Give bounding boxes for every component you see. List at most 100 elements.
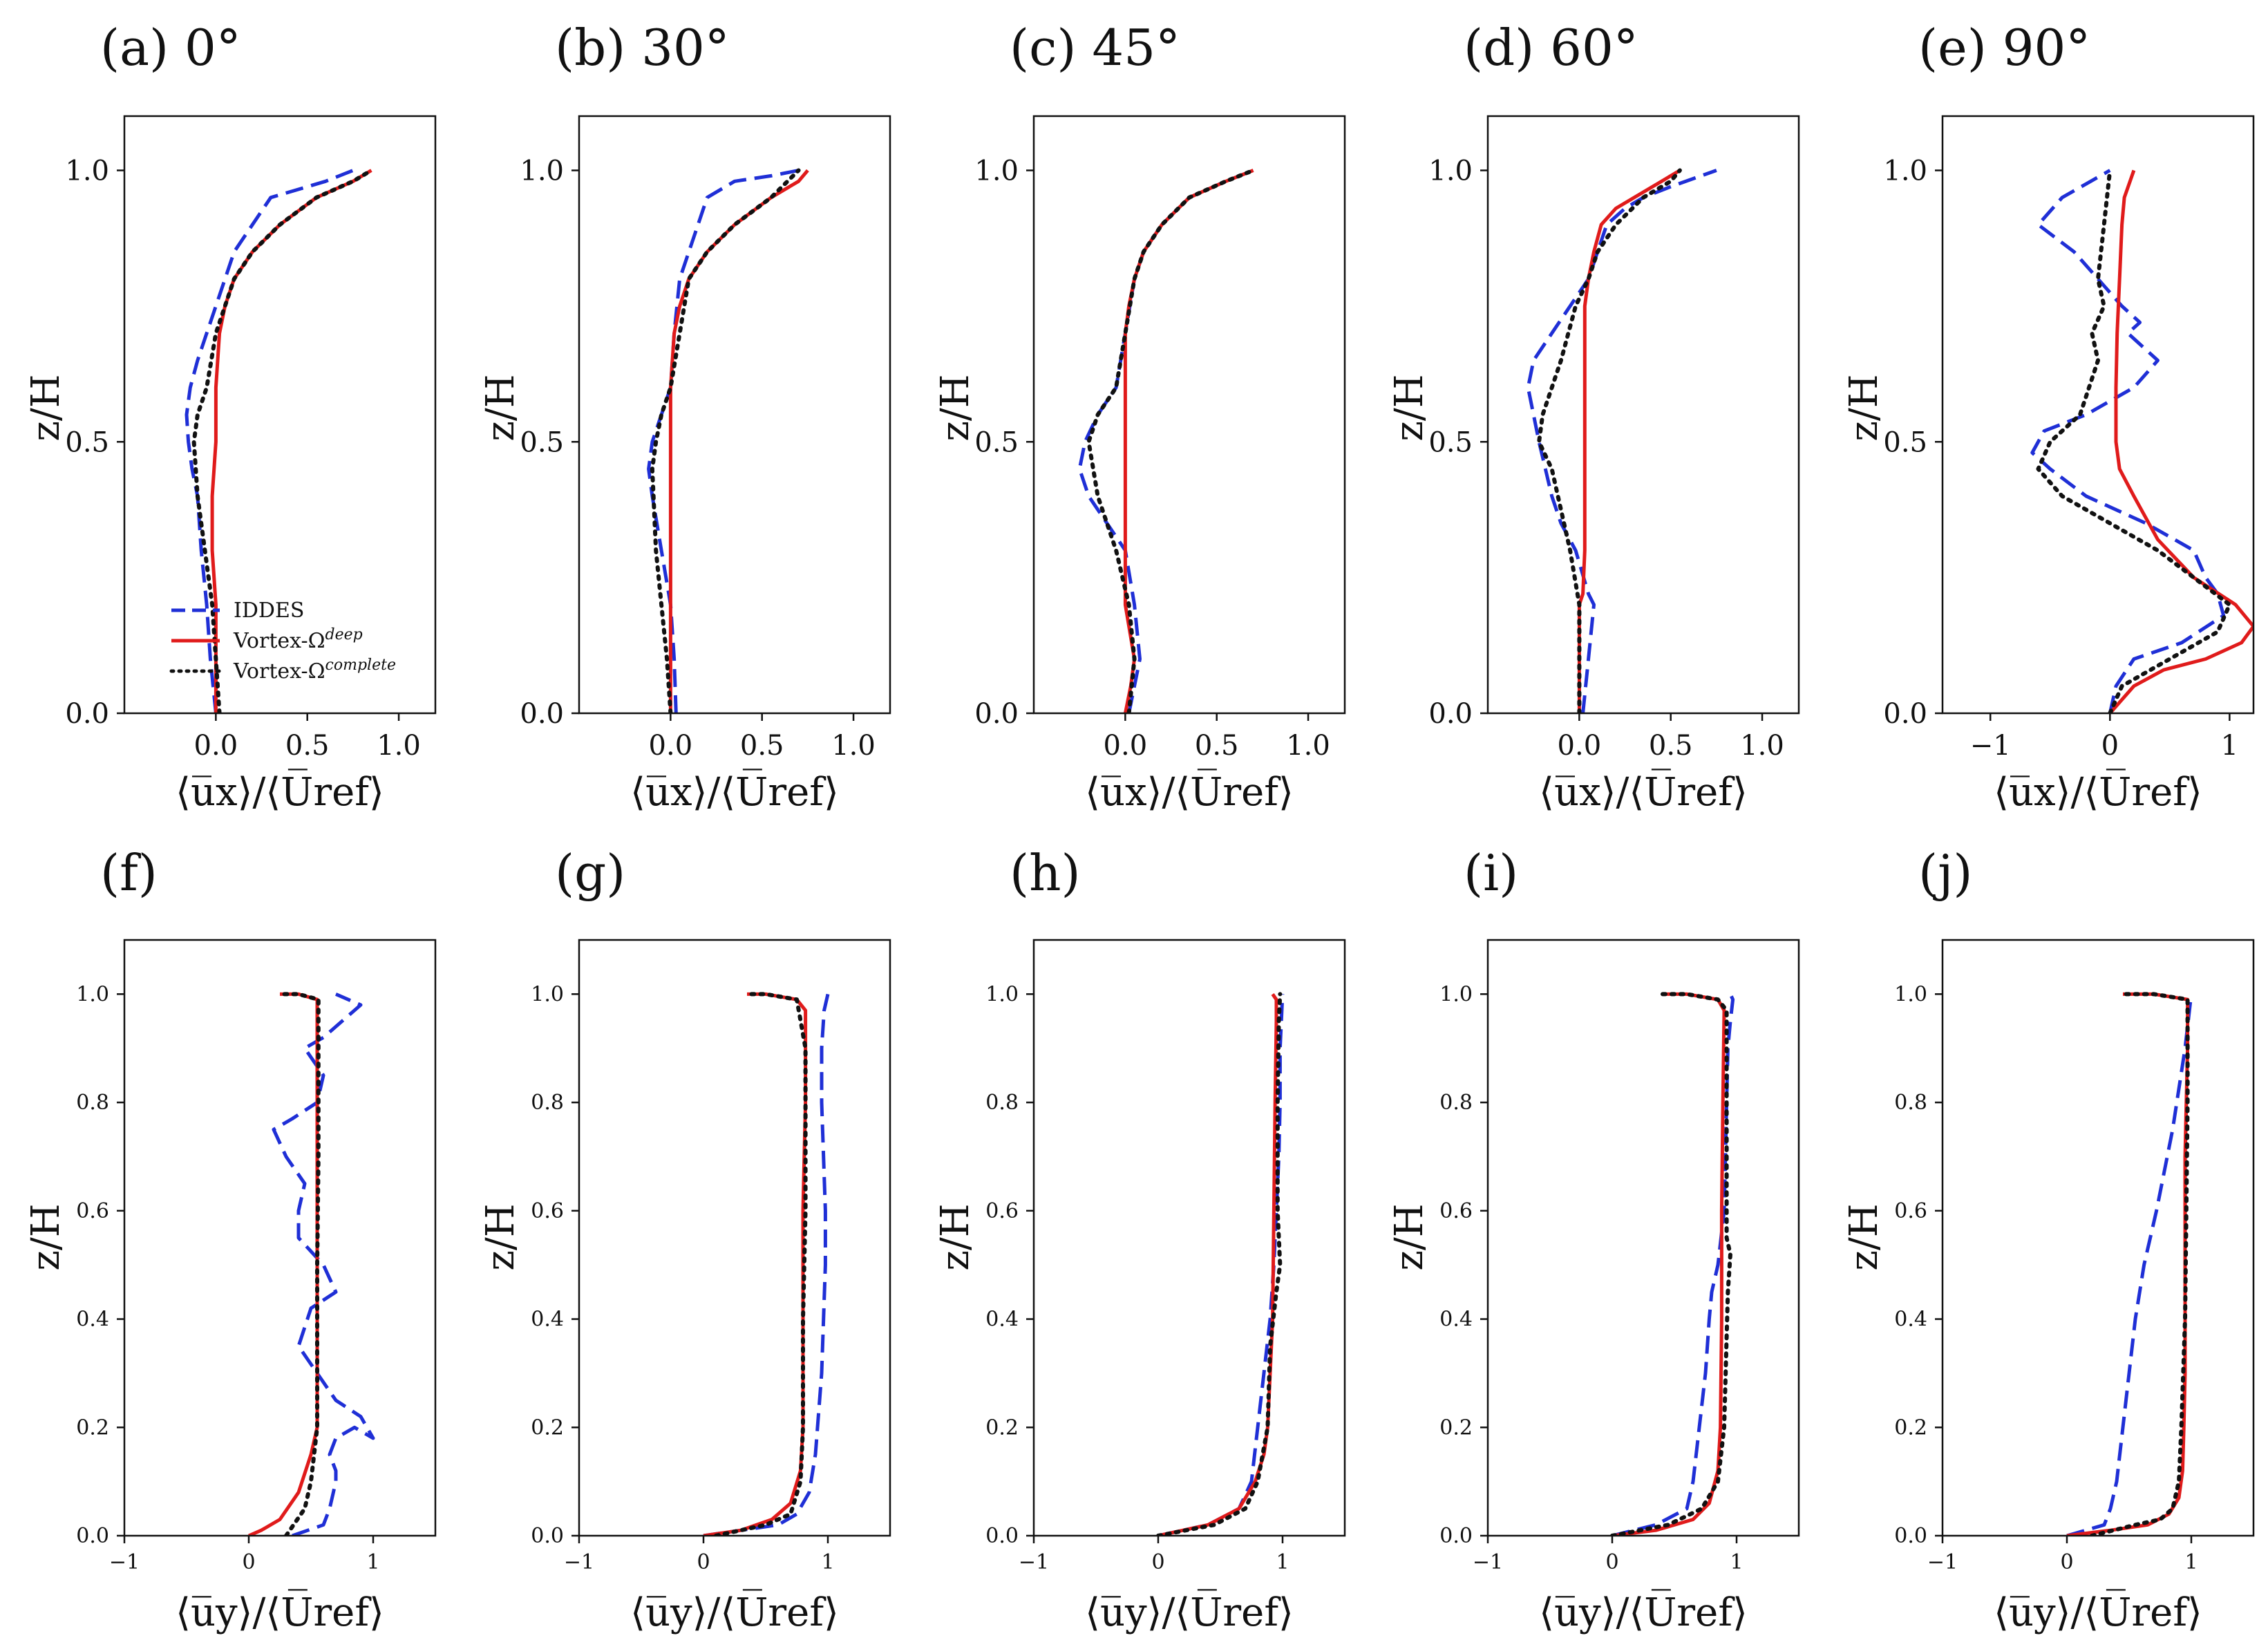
y-tick-label: 0.8 <box>76 1091 109 1115</box>
y-tick-label: 0.0 <box>985 1524 1019 1548</box>
x-tick-label: 1.0 <box>1740 730 1784 762</box>
series-line-iddes <box>2030 169 2226 713</box>
y-tick-label: 0.0 <box>1428 698 1473 730</box>
panel-a: (a) 0° 0.0 0.5 1.0 0.0 0.5 1.0 ⟨u̅x⟩/⟨U̅ref⟩ z/H… <box>23 19 437 815</box>
y-tick-label: 0.0 <box>65 698 109 730</box>
series-line-iddes <box>1077 169 1254 713</box>
y-axis-label: z/H <box>478 1203 523 1270</box>
panel-i: (i) 0.0 0.2 0.4 0.6 0.8 1.0 −1 0 1 ⟨u̅y⟩/⟨U̅ref⟩ z/… <box>1387 844 1800 1635</box>
x-axis-label: ⟨u̅y⟩/⟨U̅ref⟩ <box>1539 1589 1748 1635</box>
y-tick-label: 0.6 <box>1894 1199 1927 1223</box>
series-line-vortex-deep <box>1577 169 1681 713</box>
panel-title: (c) 45° <box>1010 19 1180 77</box>
x-axis-label: ⟨u̅y⟩/⟨U̅ref⟩ <box>1085 1589 1294 1635</box>
y-tick-label: 0.6 <box>1439 1199 1473 1223</box>
x-tick-label: −1 <box>1019 1550 1049 1574</box>
plot-frame <box>1032 115 1346 715</box>
panel-title: (j) <box>1918 844 1973 902</box>
y-axis-label: z/H <box>478 374 523 441</box>
y-axis-label: z/H <box>933 374 978 441</box>
x-tick-label: 0 <box>1151 1550 1164 1574</box>
x-tick-label: 1 <box>1276 1550 1289 1574</box>
plot-frame <box>578 115 891 715</box>
y-tick-label: 0.5 <box>974 426 1019 458</box>
series-line-iddes <box>1526 169 1717 713</box>
y-tick-label: 0.8 <box>985 1091 1019 1115</box>
panel-f: (f) 0.0 0.2 0.4 0.6 0.8 1.0 −1 0 1 ⟨u̅y⟩/⟨U̅ref⟩ z/… <box>23 844 437 1635</box>
y-tick-label: 0.0 <box>1894 1524 1927 1548</box>
panel-g: (g) 0.0 0.2 0.4 0.6 0.8 1.0 −1 0 1 ⟨u̅y⟩/⟨U̅ref⟩ z/… <box>478 844 891 1635</box>
y-tick-label: 0.2 <box>76 1415 109 1440</box>
y-tick-label: 0.2 <box>1894 1415 1927 1440</box>
y-tick-label: 0.6 <box>76 1199 109 1223</box>
series-line-vortex-complete <box>650 168 801 713</box>
x-tick-label: 0.0 <box>649 730 693 762</box>
x-axis-label: ⟨u̅x⟩/⟨U̅ref⟩ <box>176 769 384 815</box>
x-tick-label: 0.5 <box>285 730 330 762</box>
panel-title: (g) <box>555 844 625 902</box>
plot-frame <box>123 939 437 1537</box>
series-line-vortex-complete <box>1610 992 1732 1536</box>
series-line-vortex-complete <box>1156 992 1283 1536</box>
y-axis-label: z/H <box>23 1203 68 1270</box>
x-axis-label: ⟨u̅y⟩/⟨U̅ref⟩ <box>630 1589 839 1635</box>
y-tick-label: 0.4 <box>1439 1308 1473 1332</box>
y-tick-label: 0.8 <box>531 1091 564 1115</box>
x-tick-label: −1 <box>109 1550 140 1574</box>
series-line-vortex-complete <box>714 992 808 1536</box>
x-tick-label: −1 <box>564 1550 594 1574</box>
y-tick-label: 0.8 <box>1439 1091 1473 1115</box>
x-tick-label: 0 <box>2101 730 2119 762</box>
y-tick-label: 1.0 <box>1439 982 1473 1006</box>
y-tick-label: 0.4 <box>531 1308 564 1332</box>
x-axis-label: ⟨u̅x⟩/⟨U̅ref⟩ <box>1994 769 2202 815</box>
plot-frame <box>1486 939 1800 1537</box>
series-line-vortex-complete <box>278 992 321 1536</box>
x-tick-label: 1 <box>2221 730 2238 762</box>
x-tick-label: 0.5 <box>740 730 784 762</box>
y-tick-label: 0.4 <box>985 1308 1019 1332</box>
x-axis-label: ⟨u̅y⟩/⟨U̅ref⟩ <box>1994 1589 2202 1635</box>
x-tick-label: 1.0 <box>377 730 421 762</box>
x-axis-label: ⟨u̅x⟩/⟨U̅ref⟩ <box>1085 769 1294 815</box>
x-tick-label: 0.5 <box>1649 730 1693 762</box>
x-tick-label: 0.5 <box>1195 730 1239 762</box>
series-line-iddes <box>703 993 830 1536</box>
series-line-vortex-complete <box>2036 168 2232 713</box>
series-line-iddes <box>1612 993 1735 1536</box>
y-tick-label: 0.6 <box>531 1199 564 1223</box>
x-tick-label: 0 <box>697 1550 710 1574</box>
series-line-vortex-complete <box>191 168 374 713</box>
panel-title: (e) 90° <box>1918 19 2090 77</box>
x-tick-label: 0.0 <box>1558 730 1602 762</box>
panel-title: (h) <box>1010 844 1081 902</box>
y-tick-label: 1.0 <box>1428 156 1473 187</box>
x-tick-label: 1 <box>2184 1550 2198 1574</box>
y-tick-label: 0.5 <box>65 426 109 458</box>
panel-title: (d) 60° <box>1464 19 1638 77</box>
x-axis-label: ⟨u̅x⟩/⟨U̅ref⟩ <box>1539 769 1748 815</box>
x-tick-label: 0 <box>1605 1550 1618 1574</box>
y-axis-label: z/H <box>933 1203 978 1270</box>
y-axis-label: z/H <box>1842 374 1887 441</box>
x-tick-label: −1 <box>1927 1550 1958 1574</box>
y-axis-label: z/H <box>23 374 68 441</box>
y-tick-label: 0.5 <box>1883 426 1927 458</box>
series-line-vortex-deep <box>703 992 808 1536</box>
y-tick-label: 1.0 <box>65 156 109 187</box>
panel-d: (d) 60° 0.0 0.5 1.0 0.0 0.5 1.0 ⟨u̅x⟩/⟨U̅ref⟩ z/… <box>1387 19 1800 815</box>
x-tick-label: 0 <box>2060 1550 2073 1574</box>
x-axis-label: ⟨u̅y⟩/⟨U̅ref⟩ <box>176 1589 384 1635</box>
panel-b: (b) 30° 0.0 0.5 1.0 0.0 0.5 1.0 ⟨u̅x⟩/⟨U̅ref⟩ z/… <box>478 19 891 815</box>
y-tick-label: 1.0 <box>76 982 109 1006</box>
panel-h: (h) 0.0 0.2 0.4 0.6 0.8 1.0 −1 0 1 ⟨u̅y⟩/⟨U̅ref⟩ z/… <box>933 844 1346 1635</box>
series-line-iddes <box>272 992 375 1536</box>
panel-e: (e) 90° 0.0 0.5 1.0 −1 0 1 ⟨u̅x⟩/⟨U̅ref⟩ z/H <box>1842 19 2255 815</box>
panel-title: (b) 30° <box>555 19 730 77</box>
y-axis-label: z/H <box>1387 374 1432 441</box>
panel-title: (f) <box>100 844 158 902</box>
y-tick-label: 0.2 <box>985 1415 1019 1440</box>
y-tick-label: 1.0 <box>974 156 1019 187</box>
y-tick-label: 1.0 <box>531 982 564 1006</box>
